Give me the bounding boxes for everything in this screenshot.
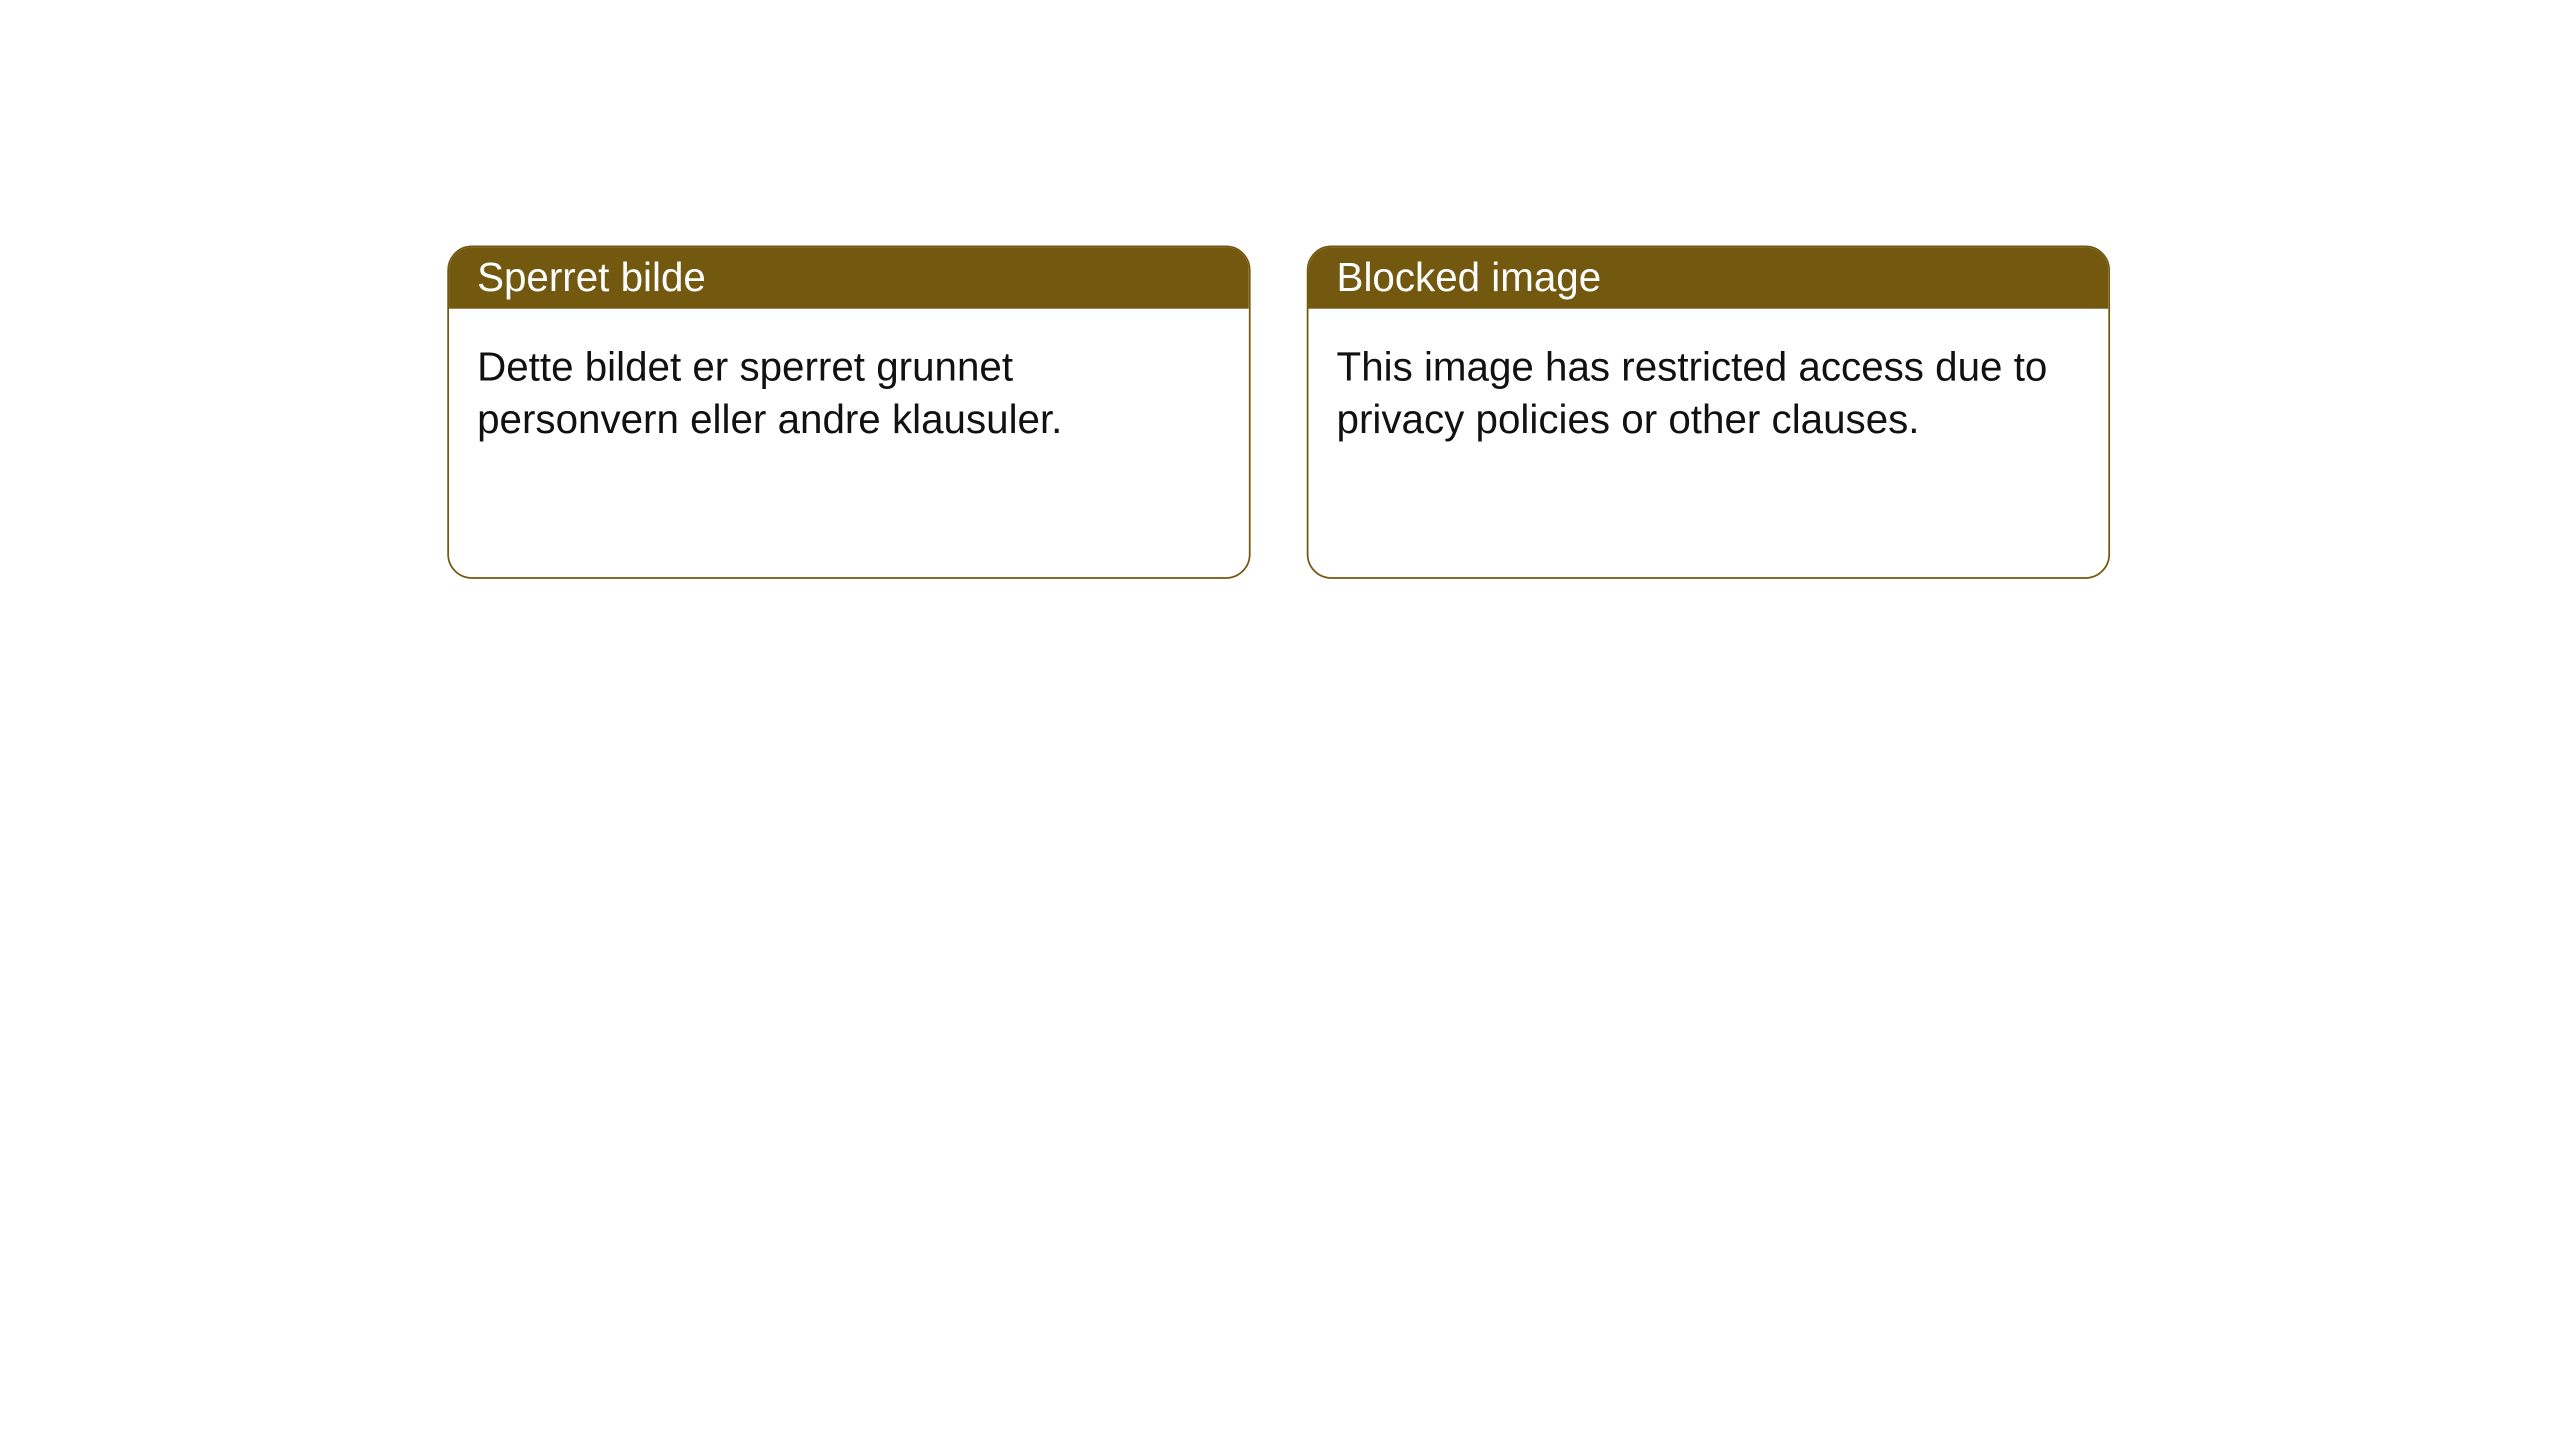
notice-row: Sperret bilde Dette bildet er sperret gr… bbox=[0, 0, 2560, 579]
notice-header-no: Sperret bilde bbox=[449, 247, 1249, 308]
notice-header-en: Blocked image bbox=[1308, 247, 2108, 308]
notice-body-en: This image has restricted access due to … bbox=[1308, 309, 2108, 447]
notice-box-en: Blocked image This image has restricted … bbox=[1307, 246, 2110, 579]
notice-body-no: Dette bildet er sperret grunnet personve… bbox=[449, 309, 1249, 447]
notice-box-no: Sperret bilde Dette bildet er sperret gr… bbox=[447, 246, 1250, 579]
